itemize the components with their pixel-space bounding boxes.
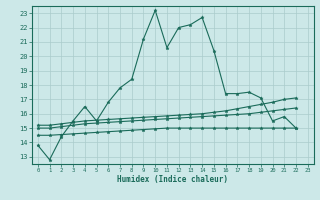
X-axis label: Humidex (Indice chaleur): Humidex (Indice chaleur) <box>117 175 228 184</box>
